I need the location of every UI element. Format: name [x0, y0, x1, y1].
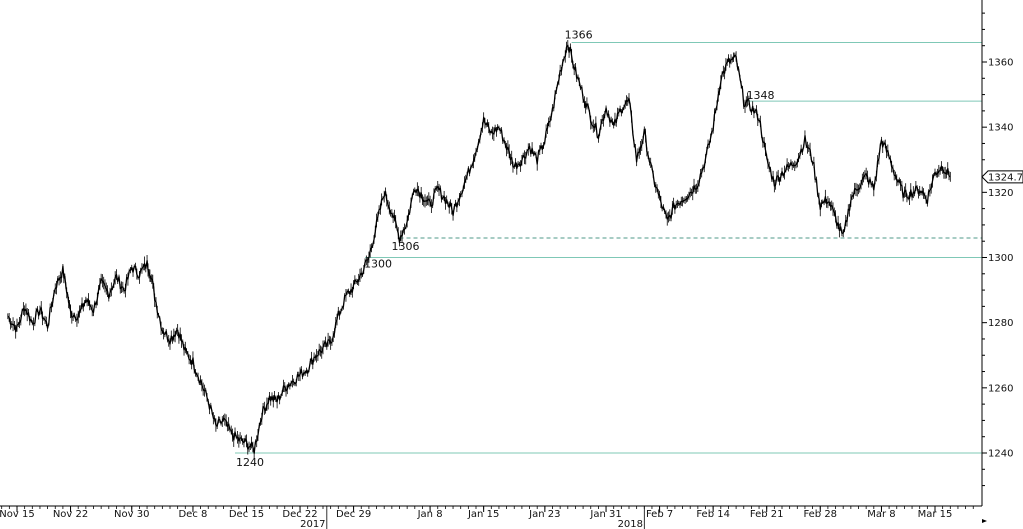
- x-tick-label: Feb 14: [696, 509, 730, 520]
- year-label: 2018: [618, 519, 643, 529]
- last-price-label: 1324.75: [988, 172, 1023, 183]
- price-line: [7, 44, 951, 454]
- x-tick-label: Feb 28: [803, 509, 837, 520]
- y-tick-label: 1280: [988, 318, 1013, 329]
- y-tick-label: 1340: [988, 123, 1013, 134]
- x-tick-label: Jan 8: [417, 509, 443, 520]
- y-tick-label: 1320: [988, 188, 1013, 199]
- x-tick-label: Nov 22: [53, 509, 88, 520]
- x-tick-label: Jan 15: [467, 509, 499, 520]
- x-axis: Nov 15 Nov 22 Nov 30 Dec 8 Dec 15 Dec 22 Dec 2…: [0, 505, 987, 529]
- level-label-1366: 1366: [565, 28, 593, 41]
- x-tick-label: Nov 30: [114, 509, 149, 520]
- x-tick-label: Mar 15: [918, 509, 953, 520]
- x-tick-label: Dec 22: [282, 509, 317, 520]
- y-tick-label: 1300: [988, 253, 1013, 264]
- x-tick-label: Nov 15: [0, 509, 35, 520]
- level-label-1348: 1348: [747, 89, 775, 102]
- y-tick-label: 1260: [988, 383, 1013, 394]
- support-resistance-levels: [235, 41, 982, 454]
- level-label-1240: 1240: [236, 456, 264, 469]
- x-tick-label: Jan 31: [589, 509, 621, 520]
- x-tick-label: Jan 23: [528, 509, 560, 520]
- level-label-1300: 1300: [364, 258, 392, 271]
- y-tick-label: 1240: [988, 449, 1013, 460]
- x-tick-label: Dec 15: [229, 509, 264, 520]
- x-tick-label: Dec 8: [178, 509, 207, 520]
- y-axis: 1240 1260 1280 1300 1320 1340 1360: [981, 0, 1013, 506]
- level-label-1306: 1306: [392, 240, 420, 253]
- x-tick-label: Feb 21: [750, 509, 784, 520]
- last-price-marker: 1324.75: [981, 170, 1023, 184]
- x-axis-arrow-icon: [982, 519, 987, 523]
- price-series: [7, 40, 951, 460]
- year-label: 2017: [300, 519, 325, 529]
- x-tick-label: Mar 8: [867, 509, 895, 520]
- x-tick-label: Dec 29: [336, 509, 371, 520]
- last-price-box: [981, 170, 1023, 184]
- x-tick-label: Feb 7: [646, 509, 673, 520]
- y-tick-label: 1360: [988, 58, 1013, 69]
